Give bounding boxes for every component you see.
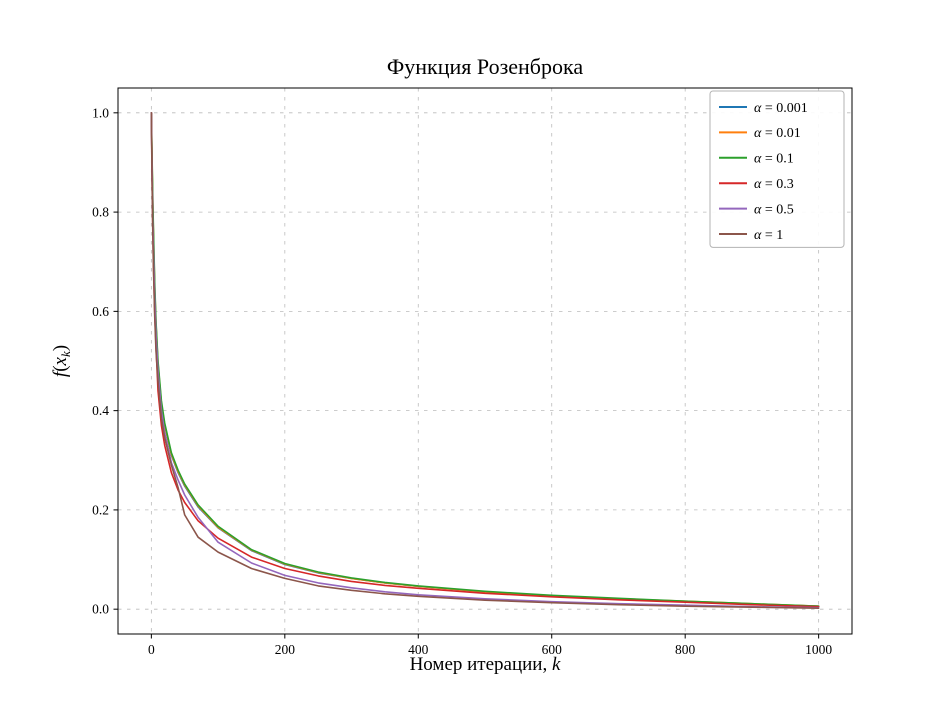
y-tick-label: 1.0 [92,105,109,120]
y-tick-label: 0.0 [92,602,109,617]
legend-item-4: α = 0.5 [719,202,794,217]
x-tick-label: 1000 [805,642,832,657]
y-axis: 0.0 0.2 0.4 0.6 0.8 1.0 [92,105,118,617]
x-tick-label: 0 [148,642,155,657]
y-tick-label: 0.4 [92,403,109,418]
legend-item-1: α = 0.01 [719,126,801,141]
legend-label: α = 0.1 [754,152,794,167]
chart-title: Функция Розенброка [387,54,583,79]
legend-item-5: α = 1 [719,228,783,243]
series-line-5 [150,112,820,609]
legend-item-3: α = 0.3 [719,177,794,192]
x-tick-label: 600 [542,642,563,657]
x-tick-label: 800 [675,642,696,657]
y-axis-label: f(xk) [50,345,73,377]
legend-label: α = 0.001 [754,101,808,116]
y-tick-label: 0.6 [92,304,109,319]
legend-label: α = 1 [754,228,783,243]
x-axis: 0 200 400 600 800 1000 [148,634,832,657]
legend-label: α = 0.01 [754,126,801,141]
legend-label: α = 0.5 [754,202,794,217]
y-tick-label: 0.8 [92,205,109,220]
y-tick-label: 0.2 [92,502,109,517]
x-axis-label: Номер итерации, k [410,654,561,675]
legend: α = 0.001 α = 0.01 α = 0.1 α = 0.3 α = 0.5 α … [709,90,845,248]
legend-label: α = 0.3 [754,177,794,192]
x-tick-label: 200 [275,642,296,657]
plot-border [117,87,853,635]
x-tick-label: 400 [408,642,429,657]
series-lines [150,112,820,609]
legend-item-0: α = 0.001 [719,101,808,116]
legend-item-2: α = 0.1 [719,152,794,167]
